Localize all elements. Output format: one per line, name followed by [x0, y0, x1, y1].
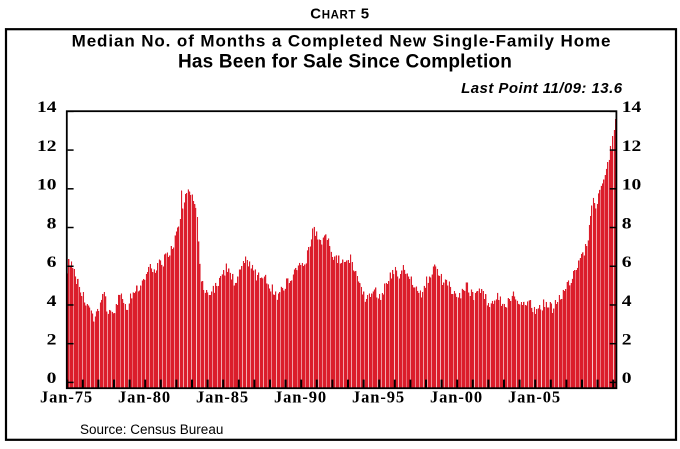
- svg-text:Last Point 11/09: 13.6: Last Point 11/09: 13.6: [461, 80, 623, 97]
- svg-text:12: 12: [622, 138, 642, 155]
- svg-text:14: 14: [37, 99, 57, 116]
- svg-text:Jan-90: Jan-90: [274, 387, 327, 406]
- svg-text:Has Been for Sale Since Comple: Has Been for Sale Since Completion: [178, 51, 512, 72]
- svg-text:CHART 5: CHART 5: [310, 5, 370, 22]
- svg-text:6: 6: [47, 254, 57, 271]
- svg-text:Source: Census Bureau: Source: Census Bureau: [80, 422, 223, 437]
- svg-text:Jan-05: Jan-05: [508, 387, 561, 406]
- svg-text:4: 4: [47, 293, 57, 310]
- svg-text:2: 2: [47, 332, 57, 349]
- svg-text:0: 0: [622, 370, 632, 387]
- svg-text:Jan-80: Jan-80: [118, 387, 171, 406]
- svg-text:Median No. of Months a Complet: Median No. of Months a Completed New Sin…: [72, 31, 612, 50]
- svg-text:8: 8: [622, 215, 632, 232]
- svg-text:6: 6: [622, 254, 632, 271]
- svg-text:4: 4: [622, 293, 632, 310]
- svg-text:12: 12: [37, 138, 57, 155]
- svg-text:Jan-95: Jan-95: [352, 387, 405, 406]
- svg-text:Jan-85: Jan-85: [196, 387, 249, 406]
- svg-text:10: 10: [37, 177, 57, 194]
- svg-text:8: 8: [47, 215, 57, 232]
- svg-text:Jan-75: Jan-75: [40, 387, 93, 406]
- svg-text:Jan-00: Jan-00: [430, 387, 483, 406]
- svg-text:0: 0: [47, 370, 57, 387]
- svg-text:10: 10: [622, 177, 642, 194]
- svg-text:2: 2: [622, 332, 632, 349]
- svg-text:14: 14: [622, 99, 642, 116]
